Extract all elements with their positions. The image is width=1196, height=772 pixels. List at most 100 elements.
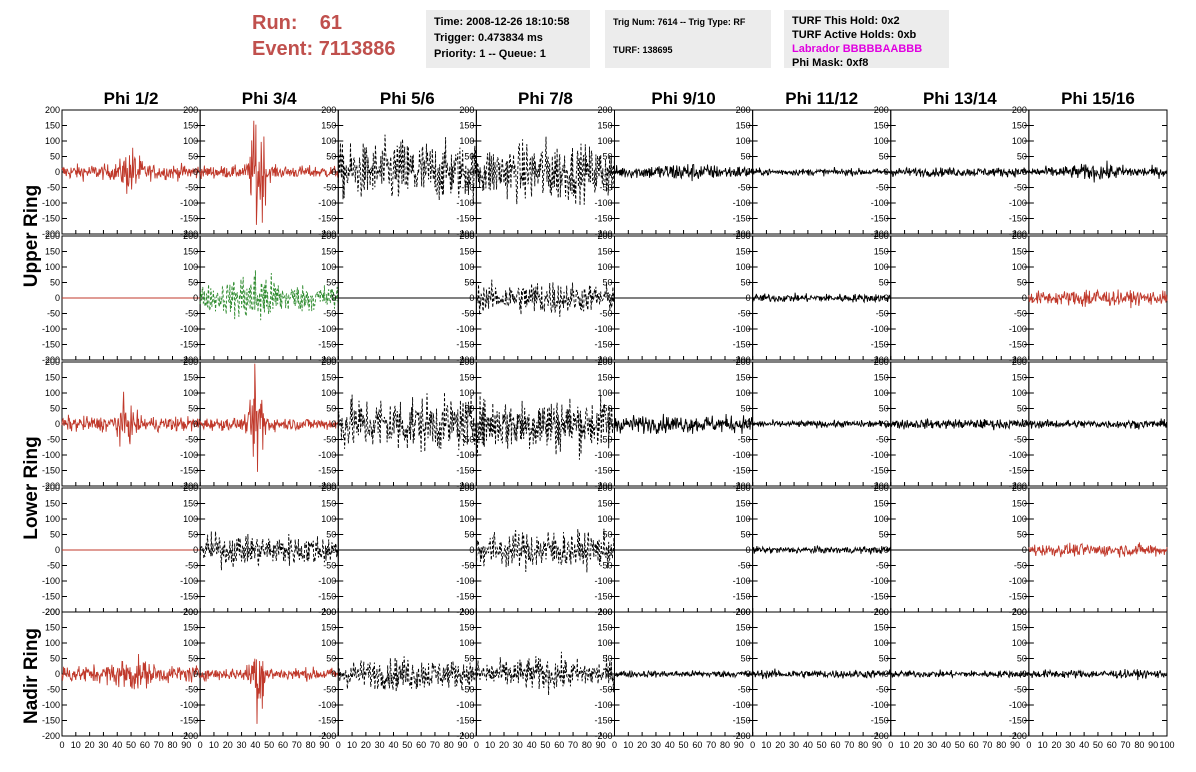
y-tick-label: 50: [464, 654, 474, 664]
y-tick-label: 50: [188, 278, 198, 288]
y-tick-label: -50: [47, 309, 60, 319]
y-tick-label: 100: [874, 638, 889, 648]
y-tick-label: 0: [193, 669, 198, 679]
y-tick-label: -150: [456, 592, 474, 602]
y-tick-label: 100: [45, 638, 60, 648]
y-tick-label: 50: [50, 404, 60, 414]
y-tick-label: -100: [594, 198, 612, 208]
y-tick-label: 100: [874, 514, 889, 524]
waveform-trace: [475, 395, 615, 460]
y-tick-label: 150: [45, 373, 60, 383]
y-tick-label: 150: [459, 499, 474, 509]
y-tick-label: 0: [884, 419, 889, 429]
y-tick-label: -150: [42, 592, 60, 602]
y-tick-label: 100: [183, 638, 198, 648]
y-tick-label: -200: [180, 229, 198, 239]
y-tick-label: -100: [180, 450, 198, 460]
y-tick-label: 50: [741, 152, 751, 162]
y-tick-label: 50: [326, 278, 336, 288]
y-tick-label: -200: [42, 355, 60, 365]
y-tick-label: 150: [321, 499, 336, 509]
y-tick-label: 100: [874, 136, 889, 146]
x-tick-label: 60: [416, 740, 426, 750]
y-tick-label: -100: [180, 324, 198, 334]
waveform-trace: [199, 270, 339, 321]
y-tick-label: 0: [331, 419, 336, 429]
y-tick-label: 100: [45, 262, 60, 272]
x-tick-label: 70: [292, 740, 302, 750]
y-tick-label: -150: [42, 716, 60, 726]
y-tick-label: 0: [884, 669, 889, 679]
turf-number-text: TURF: 138695: [613, 45, 673, 55]
x-tick-label: 90: [734, 740, 744, 750]
x-tick-label: 60: [140, 740, 150, 750]
y-tick-label: -150: [733, 214, 751, 224]
y-tick-label: 50: [326, 404, 336, 414]
y-tick-label: 200: [736, 607, 751, 617]
y-tick-label: -150: [733, 340, 751, 350]
y-tick-label: -50: [1014, 309, 1027, 319]
x-tick-label: 20: [913, 740, 923, 750]
y-tick-label: -150: [594, 340, 612, 350]
x-tick-label: 90: [596, 740, 606, 750]
y-tick-label: 0: [469, 419, 474, 429]
y-tick-label: -50: [1014, 561, 1027, 571]
y-tick-label: -150: [871, 340, 889, 350]
y-tick-label: -50: [323, 183, 336, 193]
y-tick-label: -200: [42, 607, 60, 617]
y-tick-label: 150: [736, 373, 751, 383]
y-tick-label: -100: [318, 700, 336, 710]
y-tick-label: 200: [45, 231, 60, 241]
x-tick-label: 70: [706, 740, 716, 750]
y-tick-label: 150: [597, 499, 612, 509]
y-tick-label: -200: [733, 355, 751, 365]
y-tick-label: 150: [45, 623, 60, 633]
x-tick-label: 70: [1121, 740, 1131, 750]
y-tick-label: -150: [1009, 716, 1027, 726]
y-tick-label: -50: [47, 685, 60, 695]
y-tick-label: -100: [180, 700, 198, 710]
y-tick-label: 0: [1022, 545, 1027, 555]
y-tick-label: 150: [597, 623, 612, 633]
y-tick-label: -50: [1014, 435, 1027, 445]
y-tick-label: 0: [193, 419, 198, 429]
y-tick-label: -150: [42, 340, 60, 350]
y-tick-label: 100: [597, 638, 612, 648]
y-tick-label: 50: [50, 152, 60, 162]
waveform-trace: [614, 164, 753, 182]
y-tick-label: 200: [45, 483, 60, 493]
y-tick-label: -50: [461, 309, 474, 319]
x-tick-label: 20: [85, 740, 95, 750]
x-tick-label: 10: [900, 740, 910, 750]
column-header-7: Phi 13/14: [923, 89, 997, 108]
y-tick-label: -100: [594, 576, 612, 586]
y-tick-label: 200: [1012, 105, 1027, 115]
y-tick-label: -50: [876, 183, 889, 193]
y-tick-label: 100: [1012, 262, 1027, 272]
x-tick-label: 60: [969, 740, 979, 750]
y-tick-label: -150: [733, 592, 751, 602]
y-tick-label: 0: [469, 545, 474, 555]
y-tick-label: -150: [594, 466, 612, 476]
y-tick-label: 150: [736, 121, 751, 131]
y-tick-label: -100: [318, 324, 336, 334]
waveform-trace: [61, 653, 201, 690]
y-tick-label: -200: [456, 731, 474, 741]
y-tick-label: 150: [1012, 373, 1027, 383]
y-tick-label: 0: [55, 545, 60, 555]
y-tick-label: -150: [594, 214, 612, 224]
y-tick-label: 200: [45, 357, 60, 367]
y-tick-label: 200: [874, 231, 889, 241]
y-tick-label: 100: [459, 514, 474, 524]
x-tick-label: 30: [789, 740, 799, 750]
y-tick-label: -200: [456, 481, 474, 491]
y-tick-label: -200: [871, 481, 889, 491]
y-tick-label: 50: [879, 404, 889, 414]
y-tick-label: 50: [1017, 404, 1027, 414]
y-tick-label: 100: [736, 638, 751, 648]
time-info-box: Time: 2008-12-26 18:10:58 Trigger: 0.473…: [426, 10, 590, 68]
y-tick-label: 0: [331, 167, 336, 177]
y-tick-label: -150: [180, 592, 198, 602]
y-tick-label: 50: [602, 152, 612, 162]
y-tick-label: -200: [456, 229, 474, 239]
